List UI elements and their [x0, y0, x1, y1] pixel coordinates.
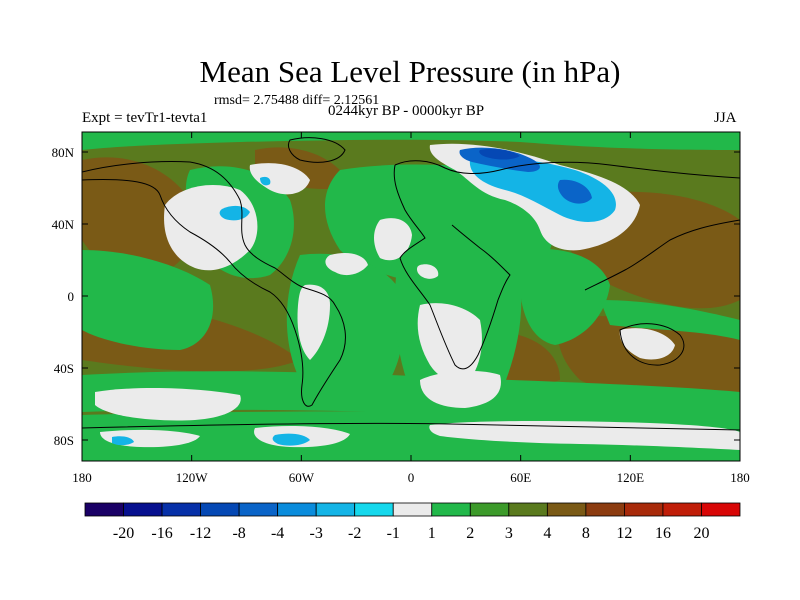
colorbar-label: -20	[113, 525, 134, 542]
colorbar-label: -8	[232, 525, 245, 542]
lon-label: 120E	[617, 470, 645, 485]
colorbar-swatch	[161, 502, 201, 517]
colorbar-label: 16	[655, 525, 671, 542]
colorbar-label: -12	[190, 525, 211, 542]
lon-label: 180	[72, 470, 92, 485]
colorbar-label: 8	[582, 525, 590, 542]
colorbar-label: 12	[616, 525, 632, 542]
colorbar-label: -16	[151, 525, 172, 542]
colorbar-swatch	[354, 502, 394, 517]
colorbar-label: 1	[428, 525, 436, 542]
colorbar-swatch	[123, 502, 163, 517]
lat-label: 0	[68, 289, 75, 304]
coastlines	[82, 137, 740, 431]
period-label: 0244kyr BP - 0000kyr BP	[327, 103, 485, 119]
lon-label: 0	[408, 470, 415, 485]
colorbar-swatch	[624, 502, 664, 517]
colorbar-swatch	[585, 502, 625, 517]
strongest-negative-anomaly-region	[479, 148, 520, 160]
colorbar-label: -3	[310, 525, 323, 542]
longitude-axis: 180 120W 60W 0 60E 120E 180	[72, 132, 750, 485]
colorbar-swatch	[431, 502, 471, 517]
pressure-field	[82, 132, 740, 461]
coast-americas	[82, 161, 346, 407]
coast-greenland	[287, 137, 346, 163]
lon-label: 180	[730, 470, 750, 485]
lat-label: 40N	[52, 217, 75, 232]
colorbar-swatch	[238, 502, 279, 517]
colorbar-label: 4	[543, 525, 551, 542]
coast-antarctica	[82, 422, 740, 431]
season-label: JJA	[714, 110, 737, 126]
coast-eurasia-africa	[393, 160, 740, 370]
colorbar-swatch	[315, 502, 356, 517]
colorbar-label: -1	[387, 525, 400, 542]
colorbar-swatch	[469, 502, 510, 517]
colorbar-swatch	[277, 502, 317, 517]
colorbar-label: -4	[271, 525, 284, 542]
coast-australia	[619, 323, 685, 366]
chart-title: Mean Sea Level Pressure (in hPa)	[199, 54, 621, 89]
latitude-axis: 80N 40N 0 40S 80S	[52, 145, 740, 448]
negative-anomaly-regions	[112, 158, 616, 446]
lon-label: 60W	[289, 470, 315, 485]
colorbar-label: 20	[693, 525, 709, 542]
colorbar: -20 -16 -12 -8 -4 -3 -2 -1 1 2 3 4 8 12 16 20	[84, 502, 741, 542]
rmsd-diff-stats: rmsd= 2.75488 diff= 2.12561	[214, 93, 380, 108]
colorbar-swatch	[662, 502, 702, 517]
colorbar-label: -2	[348, 525, 361, 542]
colorbar-swatch	[508, 502, 548, 517]
lon-label: 120W	[176, 470, 209, 485]
experiment-label: Expt = tevTr1-tevta1	[82, 110, 208, 126]
lat-label: 40S	[54, 361, 74, 376]
lon-label: 60E	[510, 470, 531, 485]
colorbar-label: 3	[505, 525, 513, 542]
colorbar-label: 2	[466, 525, 474, 542]
lat-label: 80N	[52, 145, 75, 160]
colorbar-swatch	[392, 502, 433, 517]
colorbar-swatch	[701, 502, 741, 517]
colorbar-swatch	[84, 502, 124, 517]
colorbar-swatch	[200, 502, 240, 517]
colorbar-swatch	[546, 502, 587, 517]
lat-label: 80S	[54, 433, 74, 448]
